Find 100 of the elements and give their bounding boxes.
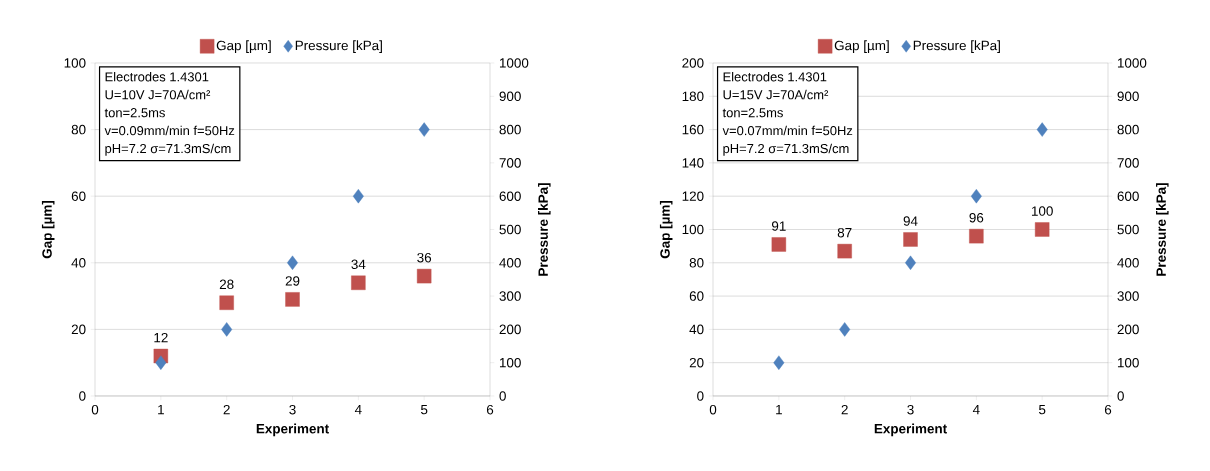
point [219,295,234,310]
x-tick-label: 4 [354,404,362,415]
data-label: 96 [969,212,984,223]
data-label: 12 [154,332,168,343]
y-tick-label: 100 [682,224,704,235]
y-axis-title: Gap [µm] [659,200,673,259]
y2-tick-label: 800 [1117,124,1139,135]
x-tick-label: 3 [289,404,296,415]
point [905,255,916,270]
annotation: pH=7.2 σ=71.3mS/cm [723,143,849,156]
y2-tick-label: 700 [499,158,521,168]
legend-label: Gap [µm] [834,40,889,53]
y2-tick-label: 100 [499,357,521,368]
y2-tick-label: 100 [1117,357,1139,368]
point [970,188,982,204]
point [416,268,432,284]
annotation: U=10V J=70A/cm² [105,89,211,100]
data-label: 87 [837,227,852,238]
x-tick-label: 5 [1038,404,1046,415]
y2-tick-label: 300 [499,291,521,301]
y2-tick-label: 1000 [1117,58,1147,68]
y-tick-label: 180 [682,91,704,102]
annotation: U=15V J=70A/cm² [723,89,829,100]
x-axis-title: Experiment [256,423,329,437]
y2-tick-label: 500 [1117,224,1139,235]
y2-tick-label: 400 [499,258,521,268]
y-tick-label: 80 [71,124,86,135]
y-tick-label: 60 [689,291,704,301]
data-label: 94 [903,216,918,226]
x-tick-label: 6 [486,404,494,415]
point [839,322,851,337]
point [221,322,233,337]
x-tick-label: 0 [91,404,99,415]
y2-tick-label: 800 [499,124,521,135]
legend-label: Gap [µm] [216,40,271,53]
y2-tick-label: 600 [499,191,521,201]
y2-tick-label: 500 [499,224,521,235]
x-tick-label: 2 [223,404,230,415]
data-label: 29 [285,276,300,286]
point [969,228,984,244]
y-tick-label: 20 [71,324,86,335]
y2-tick-label: 1000 [499,58,529,68]
y-tick-label: 40 [689,324,704,335]
y2-tick-label: 400 [1117,258,1139,268]
legend-label: Pressure [kPa] [295,40,382,53]
data-label: 91 [771,221,786,231]
point [773,355,785,370]
data-label: 36 [417,252,432,263]
annotation: ton=2.5ms [104,108,165,118]
point [837,243,852,259]
y-tick-label: 20 [689,357,704,368]
x-tick-label: 1 [776,404,782,415]
y2-tick-label: 0 [499,391,506,401]
point [155,355,167,370]
x-tick-label: 0 [709,404,717,415]
point [287,255,298,270]
point [418,122,430,137]
y-tick-label: 40 [71,258,86,268]
x-tick-label: 1 [158,404,164,415]
y2-tick-label: 700 [1117,158,1139,168]
annotation: ton=2.5ms [722,108,783,118]
x-tick-label: 3 [907,404,914,415]
legend-label: Pressure [kPa] [913,40,1000,53]
x-tick-label: 6 [1104,404,1112,415]
y-tick-label: 60 [71,191,86,201]
x-tick-label: 5 [420,404,428,415]
annotation: v=0.09mm/min f=50Hz [104,125,235,136]
y-tick-label: 80 [689,258,704,268]
y2-tick-label: 900 [499,91,521,102]
data-label: 100 [1031,206,1053,216]
y-tick-label: 120 [682,191,704,201]
data-label: 34 [351,259,366,270]
data-label: 28 [219,279,234,290]
y2-axis-title: Pressure [kPa] [1156,183,1169,276]
point [903,232,918,247]
y-tick-label: 0 [79,391,86,401]
point [771,237,787,252]
y-axis-title: Gap [µm] [41,200,55,259]
y2-tick-label: 900 [1117,91,1139,102]
annotation: Electrodes 1.4301 [105,71,209,82]
y-tick-label: 160 [682,124,704,135]
point [1034,222,1050,237]
x-tick-label: 4 [972,404,980,415]
y-tick-label: 200 [682,58,704,68]
y-tick-label: 100 [64,58,86,68]
point [351,275,366,290]
y2-tick-label: 0 [1117,391,1124,401]
y2-tick-label: 200 [499,324,521,335]
y-tick-label: 0 [697,391,704,401]
annotation: Electrodes 1.4301 [723,71,827,82]
y2-tick-label: 300 [1117,291,1139,301]
x-axis-title: Experiment [874,423,947,437]
y2-tick-label: 200 [1117,324,1139,335]
y-tick-label: 140 [682,158,704,168]
point [285,292,300,307]
x-tick-label: 2 [841,404,848,415]
point [352,188,364,204]
annotation: pH=7.2 σ=71.3mS/cm [105,143,231,156]
y2-tick-label: 600 [1117,191,1139,201]
annotation: v=0.07mm/min f=50Hz [722,125,853,136]
